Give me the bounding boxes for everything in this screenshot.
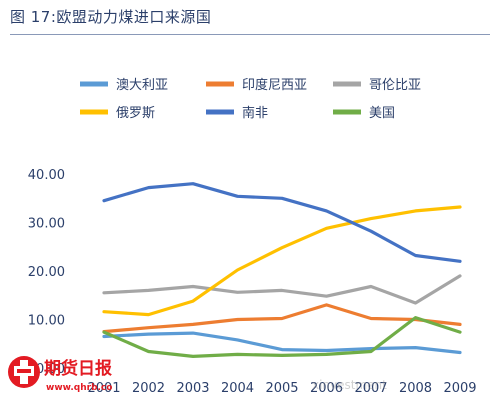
y-tick-label: 10.00 [28,314,65,329]
series-line [102,274,462,305]
legend-label: 哥伦比亚 [369,78,421,93]
x-axis-tick-labels: 2001 2002 2003 2004 2005 2006 2007 2008 2009 [87,381,476,396]
y-axis-tick-labels: 0.00 10.00 20.00 30.00 40.00 [28,168,65,377]
x-tick-label: 2001 [87,381,120,396]
legend-label: 美国 [369,106,395,121]
watermark-overlay-text: xinvestment [312,378,387,392]
y-tick-label: 20.00 [28,265,65,280]
x-tick-label: 2002 [132,381,165,396]
x-tick-label: 2007 [354,381,387,396]
series-line [102,182,462,263]
series-lines [102,182,462,358]
y-tick-label: 30.00 [28,217,65,232]
series-line [102,205,462,317]
y-tick-label: 40.00 [28,168,65,183]
legend-item: 哥伦比亚 [333,78,421,93]
x-tick-label: 2006 [310,381,343,396]
logo-url: www.qhrb.com.cn [46,383,112,393]
x-tick-label: 2008 [399,381,432,396]
series-line [102,316,462,358]
legend-label: 俄罗斯 [116,106,155,121]
legend-item: 美国 [333,106,395,121]
logo-name: 期货日报网 [44,358,112,379]
x-tick-label: 2005 [265,381,298,396]
x-tick-label: 2004 [221,381,254,396]
y-tick-label: 0.00 [36,362,65,377]
x-tick-label: 2009 [443,381,476,396]
watermark-logo: 期货日报网 www.qhrb.com.cn [8,356,112,393]
x-tick-label: 2003 [176,381,209,396]
legend-item: 南非 [206,105,268,121]
chart-title: 图 17:欧盟动力煤进口来源国 [10,8,212,26]
series-line [102,303,462,334]
legend-item: 印度尼西亚 [206,77,307,93]
legend-item: 澳大利亚 [80,77,168,93]
legend-item: 俄罗斯 [80,106,155,121]
legend-label: 澳大利亚 [116,77,168,93]
legend-label: 南非 [242,105,268,121]
series-line [102,331,462,355]
legend-label: 印度尼西亚 [242,77,307,93]
title-divider [10,34,490,35]
